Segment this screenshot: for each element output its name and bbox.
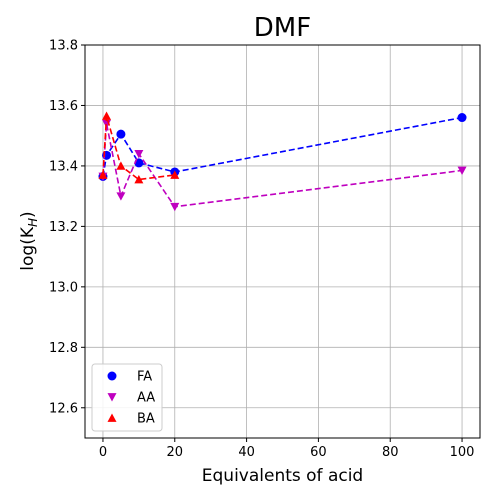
y-tick-label: 13.2 [49,220,78,235]
x-tick-label: 100 [450,445,475,460]
data-point-aa [116,192,126,201]
legend-box [91,363,163,432]
x-tick-label: 20 [166,445,183,460]
series-line-fa [102,116,463,177]
x-tick-label: 80 [382,445,399,460]
data-point-ba [170,170,180,179]
data-point-aa [457,166,467,175]
series-ba [98,111,180,184]
legend-marker-ba [107,413,117,422]
legend-item-fa: FA [107,370,152,385]
legend-label-fa: FA [137,370,152,385]
legend-label-ba: BA [137,412,155,427]
y-tick-label: 13.8 [49,39,78,54]
data-point-ba [102,111,112,120]
data-point-fa [116,129,126,139]
x-tick-label: 60 [310,445,327,460]
y-axis-title: log(KH) [18,211,40,270]
y-tick-label: 13.4 [49,159,78,174]
y-tick-label: 12.8 [49,341,78,356]
legend: FA AA BA [91,363,163,432]
x-axis: 0 20 40 60 80 100 [99,438,475,460]
data-point-ba [116,161,126,170]
legend-item-ba: BA [107,412,155,427]
data-point-ba [98,170,108,179]
y-tick-label: 13.0 [49,280,78,295]
y-tick-label: 12.6 [49,401,78,416]
x-tick-label: 40 [238,445,255,460]
y-axis-title-subscript: H [26,218,40,227]
chart-title: DMF [254,13,311,43]
series-line-aa [102,123,463,208]
y-axis-title-close: ) [18,211,38,218]
y-tick-label: 13.6 [49,99,78,114]
data-point-fa [457,113,467,123]
legend-item-aa: AA [107,391,155,406]
legend-marker-fa [107,371,117,381]
x-axis-title: Equivalents of acid [202,466,363,486]
legend-label-aa: AA [137,391,155,406]
data-point-aa [170,202,180,212]
series-layer [98,111,467,212]
legend-marker-aa [107,393,117,402]
x-tick-label: 0 [99,445,107,460]
y-axis-title-base: log(K [18,226,38,271]
plot-frame [84,44,481,439]
data-point-ba [134,175,144,184]
y-axis: 12.6 12.8 13.0 13.2 13.4 13.6 13.8 [49,39,85,416]
data-point-aa [134,150,144,159]
